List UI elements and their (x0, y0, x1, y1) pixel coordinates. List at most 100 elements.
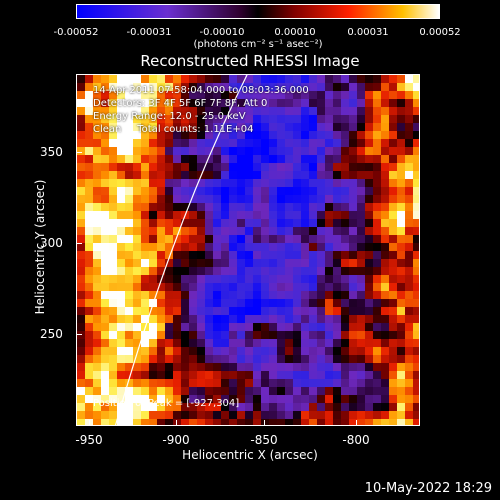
map-pixel (285, 243, 293, 251)
map-pixel (277, 115, 285, 123)
map-pixel (373, 235, 381, 243)
map-pixel (309, 163, 317, 171)
map-pixel (373, 403, 381, 411)
map-pixel (189, 179, 197, 187)
map-pixel (157, 91, 165, 99)
map-pixel (381, 211, 389, 219)
map-pixel (181, 131, 189, 139)
map-pixel (285, 91, 293, 99)
map-pixel (77, 171, 85, 179)
map-pixel (269, 419, 277, 425)
map-pixel (277, 75, 285, 83)
map-pixel (221, 275, 229, 283)
map-pixel (189, 243, 197, 251)
map-pixel (141, 203, 149, 211)
map-pixel (133, 211, 141, 219)
map-pixel (205, 115, 213, 123)
map-pixel (181, 395, 189, 403)
map-pixel (197, 147, 205, 155)
map-pixel (173, 155, 181, 163)
map-pixel (373, 251, 381, 259)
map-pixel (341, 147, 349, 155)
map-pixel (269, 179, 277, 187)
map-pixel (405, 267, 413, 275)
map-pixel (357, 299, 365, 307)
map-pixel (197, 307, 205, 315)
map-pixel (405, 403, 413, 411)
map-pixel (325, 83, 333, 91)
map-pixel (157, 83, 165, 91)
map-pixel (285, 371, 293, 379)
map-pixel (213, 363, 221, 371)
map-pixel (293, 363, 301, 371)
map-pixel (85, 195, 93, 203)
map-pixel (149, 163, 157, 171)
map-pixel (213, 163, 221, 171)
y-tick-mark (76, 243, 82, 244)
map-pixel (405, 227, 413, 235)
map-pixel (269, 195, 277, 203)
map-pixel (149, 259, 157, 267)
map-pixel (213, 251, 221, 259)
map-pixel (397, 107, 405, 115)
map-pixel (301, 275, 309, 283)
map-pixel (365, 347, 373, 355)
map-pixel (245, 419, 253, 425)
map-pixel (325, 219, 333, 227)
map-pixel (173, 251, 181, 259)
map-pixel (117, 107, 125, 115)
map-pixel (197, 411, 205, 419)
map-pixel (277, 131, 285, 139)
map-pixel (365, 139, 373, 147)
map-pixel (389, 379, 397, 387)
map-pixel (405, 363, 413, 371)
map-pixel (269, 363, 277, 371)
map-pixel (405, 259, 413, 267)
map-pixel (165, 219, 173, 227)
map-pixel (405, 155, 413, 163)
map-pixel (93, 227, 101, 235)
map-pixel (245, 403, 253, 411)
map-pixel (157, 283, 165, 291)
map-pixel (77, 187, 85, 195)
map-pixel (181, 355, 189, 363)
map-pixel (109, 211, 117, 219)
map-pixel (237, 179, 245, 187)
map-pixel (269, 107, 277, 115)
map-pixel (389, 115, 397, 123)
map-pixel (333, 179, 341, 187)
map-pixel (269, 371, 277, 379)
map-pixel (93, 147, 101, 155)
map-pixel (373, 419, 381, 425)
map-pixel (221, 99, 229, 107)
map-pixel (285, 195, 293, 203)
map-pixel (101, 331, 109, 339)
map-pixel (173, 347, 181, 355)
map-pixel (341, 307, 349, 315)
map-pixel (277, 251, 285, 259)
map-pixel (365, 307, 373, 315)
map-pixel (405, 371, 413, 379)
map-pixel (101, 259, 109, 267)
map-pixel (365, 299, 373, 307)
map-pixel (173, 339, 181, 347)
map-pixel (277, 363, 285, 371)
map-pixel (349, 83, 357, 91)
map-pixel (389, 387, 397, 395)
map-pixel (245, 363, 253, 371)
map-pixel (213, 403, 221, 411)
map-pixel (173, 387, 181, 395)
map-pixel (365, 267, 373, 275)
map-pixel (269, 211, 277, 219)
map-pixel (237, 75, 245, 83)
map-pixel (253, 331, 261, 339)
map-pixel (245, 291, 253, 299)
map-pixel (109, 371, 117, 379)
map-pixel (133, 227, 141, 235)
map-pixel (293, 243, 301, 251)
map-pixel (85, 395, 93, 403)
map-pixel (157, 163, 165, 171)
map-pixel (109, 291, 117, 299)
map-pixel (253, 195, 261, 203)
map-pixel (317, 259, 325, 267)
